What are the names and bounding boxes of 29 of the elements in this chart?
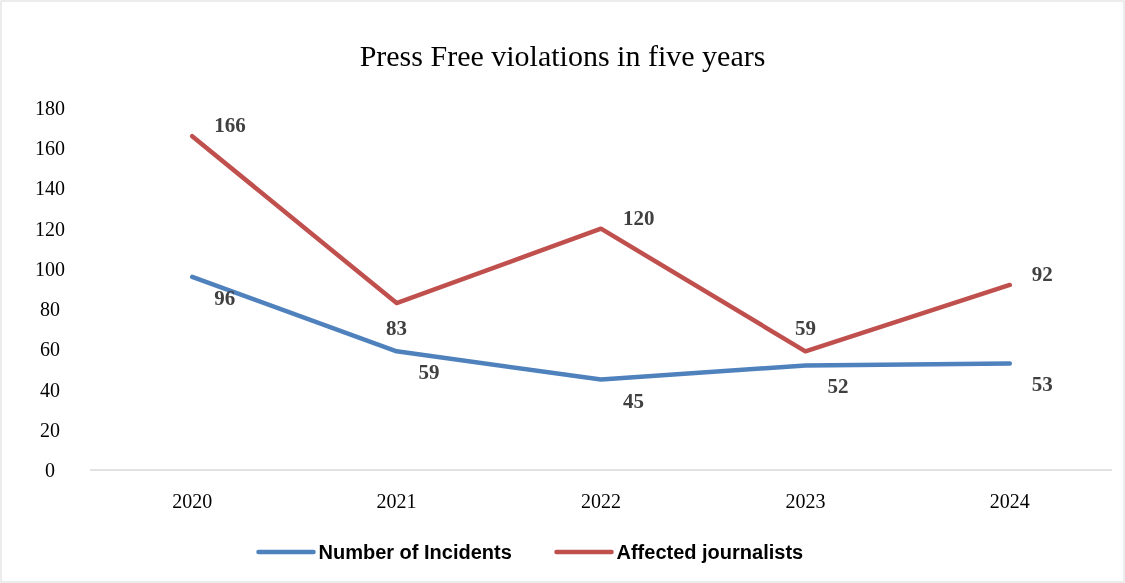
y-tick-label: 20 [40, 418, 60, 441]
data-label: 59 [794, 316, 816, 341]
x-tick-label: 2023 [785, 490, 826, 512]
data-label: 92 [1031, 261, 1053, 286]
legend-label: Affected journalists [616, 541, 804, 563]
data-label: 83 [386, 316, 408, 341]
y-tick-label: 60 [40, 338, 60, 361]
y-tick-label: 100 [35, 257, 65, 280]
data-label: 59 [418, 360, 440, 385]
x-tick-label: 2024 [989, 490, 1030, 512]
data-label: 52 [827, 374, 849, 399]
legend-label: Number of Incidents [318, 541, 512, 563]
data-label: 53 [1031, 372, 1053, 397]
x-tick-label: 2022 [581, 490, 621, 512]
data-label: 45 [623, 388, 644, 413]
y-tick-label: 120 [35, 217, 65, 240]
y-tick-label: 40 [40, 378, 60, 401]
chart-title: Press Free violations in five years [359, 39, 766, 72]
x-tick-label: 2020 [172, 490, 213, 512]
y-tick-label: 80 [40, 298, 60, 321]
data-label: 166 [214, 113, 246, 138]
y-tick-label: 160 [35, 137, 65, 160]
y-tick-label: 0 [45, 459, 55, 481]
y-tick-label: 180 [35, 97, 65, 119]
y-tick-label: 140 [35, 177, 65, 200]
data-label: 120 [623, 205, 655, 230]
x-tick-label: 2021 [376, 490, 417, 512]
line-series [189, 133, 1013, 354]
data-label: 96 [214, 285, 236, 310]
